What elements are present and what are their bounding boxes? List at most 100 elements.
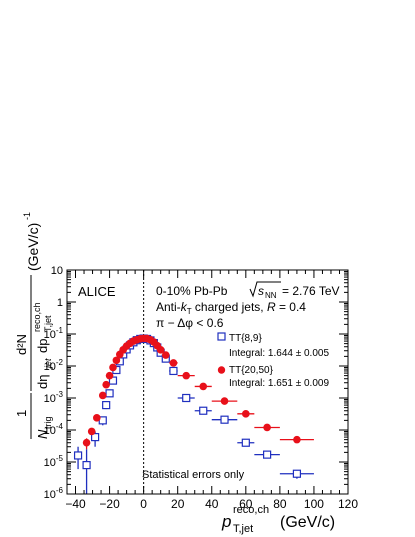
y-tick-exponent: -6: [56, 486, 64, 495]
x-tick-label: 80: [273, 497, 287, 511]
data-points: [73, 334, 314, 494]
svg-text:reco,ch: reco,ch: [233, 504, 269, 516]
y-axis-title: 1 N trig d²N dη jet dp reco,ch T,jet (Ge…: [14, 212, 53, 439]
y-tick-label: 10: [51, 265, 63, 277]
legend: TT{8,9} Integral: 1.644 ± 0.005 TT{20,50…: [217, 332, 329, 389]
legend-marker-tt2050: [217, 366, 226, 374]
y-tick-exponent: -3: [56, 390, 64, 399]
data-point: [112, 356, 121, 365]
data-point: [73, 451, 83, 460]
svg-text:1: 1: [14, 410, 29, 417]
data-point: [87, 427, 96, 436]
data-point: [161, 351, 170, 359]
svg-text:d²N: d²N: [14, 334, 29, 355]
y-tick-label: 1: [57, 297, 63, 309]
x-tick-label: 120: [338, 497, 358, 511]
data-point: [241, 438, 250, 447]
x-tick-label: −20: [99, 497, 120, 511]
annotation-line2-ksub: T: [187, 307, 192, 316]
data-point: [82, 438, 91, 447]
svg-text:reco,ch: reco,ch: [32, 302, 42, 332]
y-tick-exponent: -5: [56, 454, 64, 463]
data-point: [98, 391, 107, 400]
data-point: [105, 389, 114, 398]
plot-frame: [66, 269, 349, 495]
footnote-statistical-errors: Statistical errors only: [142, 469, 245, 481]
svg-text:p: p: [221, 512, 231, 531]
data-point: [90, 432, 100, 442]
svg-text:trig: trig: [43, 416, 53, 429]
x-tick-labels: −40 −20 0 20 40 60 80 100 120: [65, 497, 358, 511]
axis-ticks: [67, 269, 349, 495]
legend-marker-tt89: [217, 332, 226, 341]
data-point: [263, 423, 271, 432]
data-point: [220, 397, 229, 405]
data-point: [263, 450, 272, 459]
annotation-line2-pre: Anti-: [156, 300, 181, 314]
data-point: [169, 366, 178, 376]
legend-label-tt2050: TT{20,50}: [229, 365, 274, 376]
series-tt20-50: [82, 334, 314, 450]
svg-text:(GeV/c): (GeV/c): [280, 514, 335, 531]
data-point: [199, 382, 208, 391]
data-point: [102, 380, 110, 389]
svg-text:jet: jet: [43, 358, 53, 369]
annotation-line1-pre: 0-10% Pb-Pb: [156, 284, 228, 298]
annotation-line2-k: k: [181, 300, 188, 314]
x-axis-title: p reco,ch T,jet (GeV/c): [221, 504, 335, 535]
sqrt-symbol: [249, 281, 281, 298]
y-tick-label: 10-6: [44, 486, 64, 501]
data-point: [102, 400, 111, 410]
data-point: [199, 406, 208, 415]
y-tick-base: 10: [44, 393, 56, 405]
data-point: [169, 359, 178, 367]
y-tick-label: 10-4: [44, 422, 64, 437]
y-tick-base: 10: [44, 329, 56, 341]
data-point: [105, 371, 114, 380]
annotation-line2-post: = 0.4: [276, 300, 307, 314]
data-point: [109, 363, 117, 372]
svg-text:dp: dp: [35, 339, 50, 353]
y-tick-label: 10-3: [44, 390, 64, 405]
svg-text:Anti-kT charged jets, R = 0.4: Anti-kT charged jets, R = 0.4: [156, 300, 306, 316]
svg-text:dη: dη: [35, 375, 50, 389]
y-tick-base: 10: [44, 489, 56, 501]
y-tick-base: 1: [57, 297, 63, 309]
data-point: [82, 461, 91, 470]
x-tick-label: 100: [304, 497, 324, 511]
data-point: [93, 414, 101, 422]
x-tick-label: 60: [239, 497, 253, 511]
annotation-line2-mid: charged jets,: [192, 300, 267, 314]
annotation-line2-R: R: [267, 300, 276, 314]
annotation-delta-phi: π − Δφ < 0.6: [156, 316, 224, 330]
y-tick-label: 10-2: [44, 358, 64, 373]
y-tick-base: 10: [44, 457, 56, 469]
data-point: [292, 469, 302, 478]
x-tick-label: 40: [205, 497, 219, 511]
sqrt-subscript: NN: [265, 291, 277, 300]
annotation-line1-post: = 2.76 TeV: [282, 284, 340, 298]
data-point: [182, 393, 191, 403]
y-tick-exponent: -1: [56, 326, 64, 335]
y-tick-exponent: -2: [56, 358, 64, 367]
experiment-label: ALICE: [78, 284, 116, 299]
y-tick-exponent: -4: [56, 422, 64, 431]
y-tick-label: 10-5: [44, 454, 64, 469]
data-point: [242, 410, 250, 418]
data-point: [182, 371, 191, 380]
y-tick-base: 10: [44, 361, 56, 373]
svg-text:-1: -1: [22, 212, 32, 220]
y-tick-base: 10: [51, 265, 63, 277]
annotation-collision-system: 0-10% Pb-Pb s NN = 2.76 TeV: [156, 281, 340, 300]
legend-label-tt89: TT{8,9}: [229, 333, 262, 344]
data-point: [220, 415, 229, 424]
legend-integral-tt2050: Integral: 1.651 ± 0.009: [229, 378, 329, 389]
annotation-jet-definition: Anti-kT charged jets, R = 0.4: [156, 300, 306, 316]
x-tick-label: 20: [171, 497, 185, 511]
svg-text:N: N: [35, 429, 50, 439]
x-tick-label: −40: [65, 497, 86, 511]
y-tick-label: 10-1: [44, 326, 64, 341]
data-point: [293, 435, 301, 444]
